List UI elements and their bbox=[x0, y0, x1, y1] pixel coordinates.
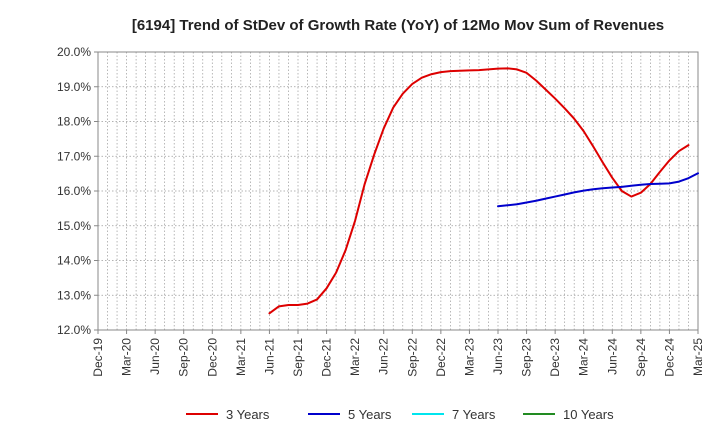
x-tick-label: Dec-22 bbox=[434, 338, 448, 377]
x-tick-label: Mar-20 bbox=[120, 338, 134, 376]
y-tick-label: 13.0% bbox=[57, 288, 91, 302]
legend-label-5-years: 5 Years bbox=[348, 407, 392, 422]
x-tick-label: Sep-22 bbox=[405, 338, 419, 377]
x-tick-label: Sep-21 bbox=[291, 338, 305, 377]
x-tick-label: Sep-23 bbox=[520, 338, 534, 377]
x-tick-label: Mar-25 bbox=[691, 338, 705, 376]
y-tick-label: 12.0% bbox=[57, 323, 91, 337]
y-tick-label: 18.0% bbox=[57, 115, 91, 129]
y-tick-label: 19.0% bbox=[57, 80, 91, 94]
x-tick-label: Jun-23 bbox=[491, 338, 505, 375]
axis-layer: 12.0% 13.0% 14.0% 15.0% 16.0% 17.0% 18.0% 19.0%… bbox=[57, 45, 705, 377]
x-tick-label: Dec-19 bbox=[91, 338, 105, 377]
legend-label-3-years: 3 Years bbox=[226, 407, 270, 422]
x-tick-label: Dec-21 bbox=[320, 338, 334, 377]
x-tick-label: Mar-22 bbox=[348, 338, 362, 376]
x-tick-label: Sep-24 bbox=[634, 338, 648, 377]
y-tick-label: 16.0% bbox=[57, 184, 91, 198]
series-layer bbox=[268, 67, 699, 315]
x-tick-label: Mar-24 bbox=[577, 338, 591, 376]
legend-label-7-years: 7 Years bbox=[452, 407, 496, 422]
x-tick-label: Jun-20 bbox=[148, 338, 162, 375]
grid-layer bbox=[98, 52, 698, 330]
y-tick-label: 20.0% bbox=[57, 45, 91, 59]
x-tick-label: Jun-22 bbox=[377, 338, 391, 375]
x-tick-label: Dec-24 bbox=[662, 338, 676, 377]
y-tick-label: 17.0% bbox=[57, 149, 91, 163]
x-tick-label: Jun-21 bbox=[262, 338, 276, 375]
x-tick-label: Mar-23 bbox=[462, 338, 476, 376]
x-tick-label: Mar-21 bbox=[234, 338, 248, 376]
y-tick-label: 14.0% bbox=[57, 254, 91, 268]
x-tick-label: Dec-23 bbox=[548, 338, 562, 377]
legend: 3 Years 5 Years 7 Years 10 Years bbox=[186, 407, 614, 422]
legend-label-10-years: 10 Years bbox=[563, 407, 614, 422]
x-tick-label: Dec-20 bbox=[205, 338, 219, 377]
plot-frame bbox=[97, 51, 699, 331]
chart-title: [6194] Trend of StDev of Growth Rate (Yo… bbox=[132, 17, 664, 34]
y-tick-label: 15.0% bbox=[57, 219, 91, 233]
x-tick-label: Sep-20 bbox=[177, 338, 191, 377]
series-line-5-years bbox=[497, 172, 699, 208]
x-tick-label: Jun-24 bbox=[605, 338, 619, 375]
